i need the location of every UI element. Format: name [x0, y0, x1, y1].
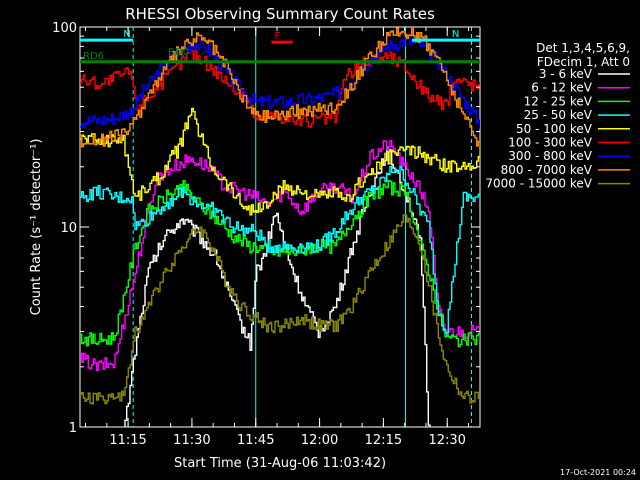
footer-stamp: 17-Oct-2021 00:24 [560, 468, 636, 477]
legend-label-0: 3 - 6 keV [539, 67, 593, 81]
legend-label-1: 6 - 12 keV [531, 81, 593, 95]
series-line-5 [80, 49, 480, 128]
vertical-markers [132, 27, 472, 427]
x-tick-label-0: 11:15 [109, 433, 146, 448]
series-line-4 [80, 107, 480, 216]
legend-label-3: 25 - 50 keV [524, 108, 593, 122]
y-tick-label-0: 1 [69, 421, 77, 436]
y-tick-label-1: 10 [60, 221, 77, 236]
x-tick-label-4: 12:15 [365, 433, 402, 448]
x-axis-ticks: 11:15 11:30 11:45 12:00 12:15 12:30 [85, 27, 470, 448]
annotation-label-1: N [452, 29, 459, 40]
annotation-label-4: F [274, 31, 280, 42]
legend-label-5: 100 - 300 keV [508, 136, 592, 150]
series-line-3 [80, 165, 480, 334]
x-tick-label-3: 12:00 [301, 433, 338, 448]
x-axis-label: Start Time (31-Aug-06 11:03:42) [174, 456, 386, 471]
series-line-7 [80, 27, 480, 148]
x-tick-label-5: 12:30 [428, 433, 465, 448]
legend-label-7: 800 - 7000 keV [501, 163, 593, 177]
x-tick-label-2: 11:45 [237, 433, 274, 448]
legend-label-6: 300 - 800 keV [508, 149, 592, 163]
series-line-6 [80, 36, 480, 130]
legend-header-2: FDecim 1, Att 0 [537, 55, 630, 69]
chart-title: RHESSI Observing Summary Count Rates [125, 5, 435, 23]
annotation-label-2: RD6 [83, 51, 104, 62]
legend-label-4: 50 - 100 keV [516, 122, 593, 136]
series-lines [80, 27, 480, 427]
legend-label-2: 12 - 25 keV [524, 94, 593, 108]
annotations: N N RD6 RD0 F [80, 29, 480, 64]
annotation-label-0: N [123, 29, 130, 40]
series-line-8 [80, 214, 480, 405]
legend-header-1: Det 1,3,4,5,6,9, [536, 41, 630, 55]
y-axis-label: Count Rate (s⁻¹ detector⁻¹) [29, 139, 44, 316]
legend: Det 1,3,4,5,6,9, FDecim 1, Att 0 3 - 6 k… [485, 41, 630, 191]
y-axis-ticks: 1 10 100 [52, 21, 480, 436]
x-tick-label-1: 11:30 [173, 433, 210, 448]
y-tick-label-2: 100 [52, 21, 77, 36]
legend-label-8: 7000 - 15000 keV [485, 177, 592, 191]
series-line-1 [80, 140, 480, 372]
series-line-2 [80, 179, 480, 348]
annotation-label-3: RD0 [168, 47, 189, 58]
